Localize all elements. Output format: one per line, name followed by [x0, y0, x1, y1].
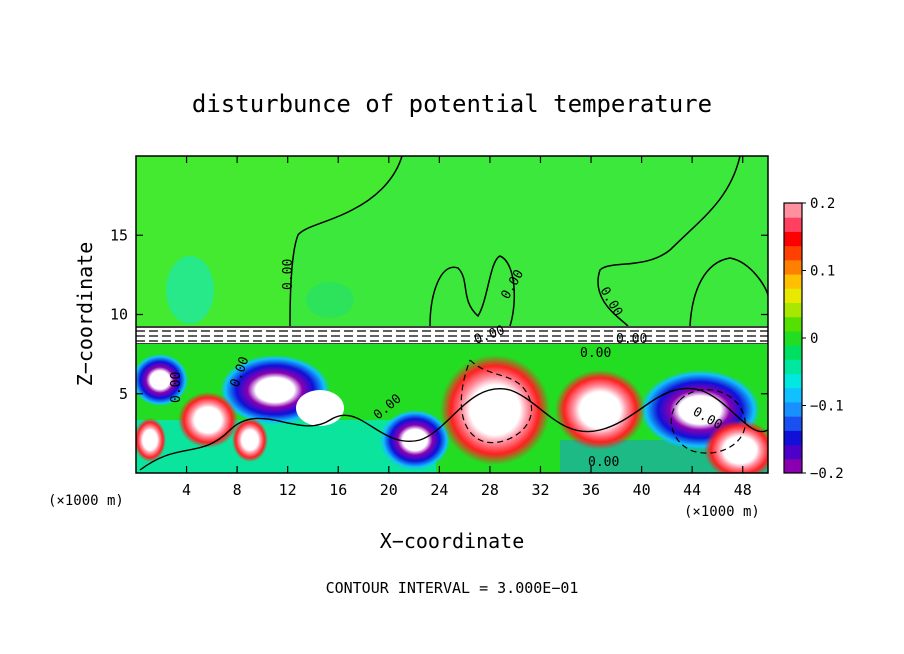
warm-eddy [555, 370, 645, 450]
z-unit-label: (×1000 m) [48, 493, 124, 509]
cold-eddy [380, 410, 450, 470]
colorbar-swatch [784, 416, 802, 431]
colorbar-swatch [784, 274, 802, 289]
colorbar-tick-label: −0.1 [810, 399, 844, 415]
contour-label: 0.00 [616, 332, 647, 347]
colorbar-swatch [784, 330, 802, 346]
contour-label: 0.00 [580, 346, 611, 361]
contour-line [136, 330, 768, 342]
y-axis-label: Z−coordinate [73, 242, 97, 387]
upper-cool-blob [166, 256, 214, 324]
colorbar-swatch [784, 288, 802, 303]
colorbar-tick-label: −0.2 [810, 466, 844, 482]
y-tick-label: 10 [110, 306, 128, 324]
x-axis-label: X−coordinate [380, 529, 525, 553]
contour-label: 0.00 [169, 372, 184, 403]
colorbar-swatch [784, 359, 802, 375]
x-tick-label: 36 [582, 481, 600, 499]
chart-title: disturbunce of potential temperature [192, 90, 712, 118]
contour-label: 0.00 [281, 259, 296, 290]
x-tick-label: 32 [531, 481, 549, 499]
x-tick-label: 48 [734, 481, 752, 499]
contour-line [670, 389, 746, 454]
colorbar-swatch [784, 245, 802, 261]
x-tick-label: 24 [430, 481, 448, 499]
colorbar-swatch [784, 387, 802, 403]
cold-eddy [136, 354, 188, 406]
x-tick-label: 4 [182, 481, 191, 499]
warm-eddy [232, 418, 268, 462]
plot-area [136, 156, 768, 473]
warm-eddy [704, 420, 768, 473]
y-tick-label: 5 [119, 385, 128, 403]
turbulent-layer [136, 344, 768, 473]
x-tick-label: 20 [380, 481, 398, 499]
warm-eddy [178, 392, 238, 448]
warm-eddy [440, 355, 550, 465]
warm-eddy [136, 418, 166, 462]
x-tick-label: 16 [329, 481, 347, 499]
x-tick-label: 28 [481, 481, 499, 499]
colorbar-tick-label: 0.1 [810, 264, 835, 280]
colorbar-swatch [784, 316, 802, 332]
upper-cool-blob [306, 282, 354, 318]
colorbar-swatch [784, 217, 802, 232]
contour-line [597, 156, 741, 327]
colorbar-swatch [784, 231, 802, 247]
x-tick-label: 40 [633, 481, 651, 499]
x-tick-label: 8 [233, 481, 242, 499]
contour-line [139, 387, 768, 471]
colorbar-swatch [784, 259, 802, 275]
colorbar-swatch [784, 373, 802, 389]
x-tick-label: 12 [279, 481, 297, 499]
colorbar-swatch [784, 345, 802, 360]
colorbar-tick-label: 0 [810, 331, 818, 347]
colorbar-swatch [784, 401, 802, 417]
colorbar-swatch [784, 203, 802, 218]
colorbar-swatch [784, 302, 802, 318]
colorbar-swatch [784, 458, 802, 474]
colorbar: 0.2 0.1 0 −0.1 −0.2 [783, 196, 844, 482]
contour-interval-note: CONTOUR INTERVAL = 3.000E−01 [326, 579, 579, 597]
contour-line [289, 156, 403, 327]
colorbar-tick-label: 0.2 [810, 196, 835, 212]
contour-line [689, 257, 768, 327]
contour-line [429, 255, 516, 327]
contour-line [460, 359, 533, 444]
x-unit-label: (×1000 m) [684, 504, 760, 520]
x-tick-label: 44 [683, 481, 701, 499]
contour-label: 0.00 [588, 455, 619, 470]
colorbar-swatch [784, 430, 802, 446]
cold-eddy-core [296, 390, 344, 426]
colorbar-swatch [784, 444, 802, 460]
y-tick-label: 15 [110, 226, 128, 244]
